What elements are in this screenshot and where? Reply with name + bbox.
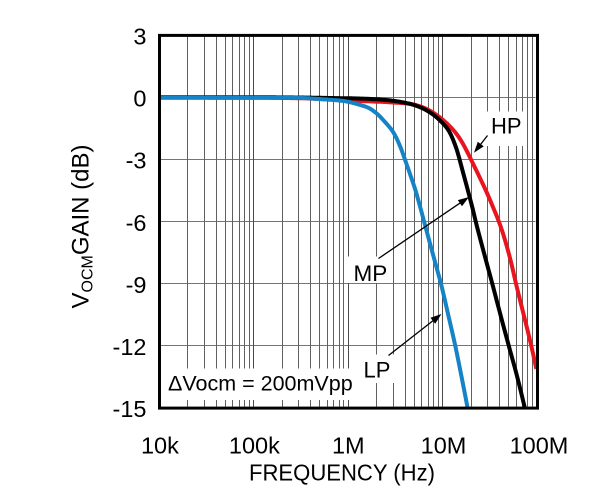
svg-text:1M: 1M [332, 433, 365, 459]
svg-text:10M: 10M [421, 433, 467, 459]
svg-text:VOCMGAIN (dB): VOCMGAIN (dB) [68, 144, 97, 308]
svg-text:MP: MP [354, 261, 388, 286]
svg-text:HP: HP [491, 114, 522, 139]
svg-text:0: 0 [133, 86, 146, 112]
svg-text:ΔVocm = 200mVpp: ΔVocm = 200mVpp [168, 372, 353, 396]
svg-text:100M: 100M [510, 433, 569, 459]
svg-text:FREQUENCY (Hz): FREQUENCY (Hz) [249, 460, 435, 486]
svg-text:LP: LP [364, 358, 391, 383]
svg-text:100k: 100k [229, 433, 280, 459]
svg-text:-9: -9 [126, 272, 147, 298]
svg-text:3: 3 [133, 24, 146, 50]
svg-text:-3: -3 [126, 148, 147, 174]
svg-text:-6: -6 [126, 210, 147, 236]
svg-text:-15: -15 [113, 396, 147, 422]
svg-text:10k: 10k [141, 433, 179, 459]
svg-text:-12: -12 [113, 334, 147, 360]
